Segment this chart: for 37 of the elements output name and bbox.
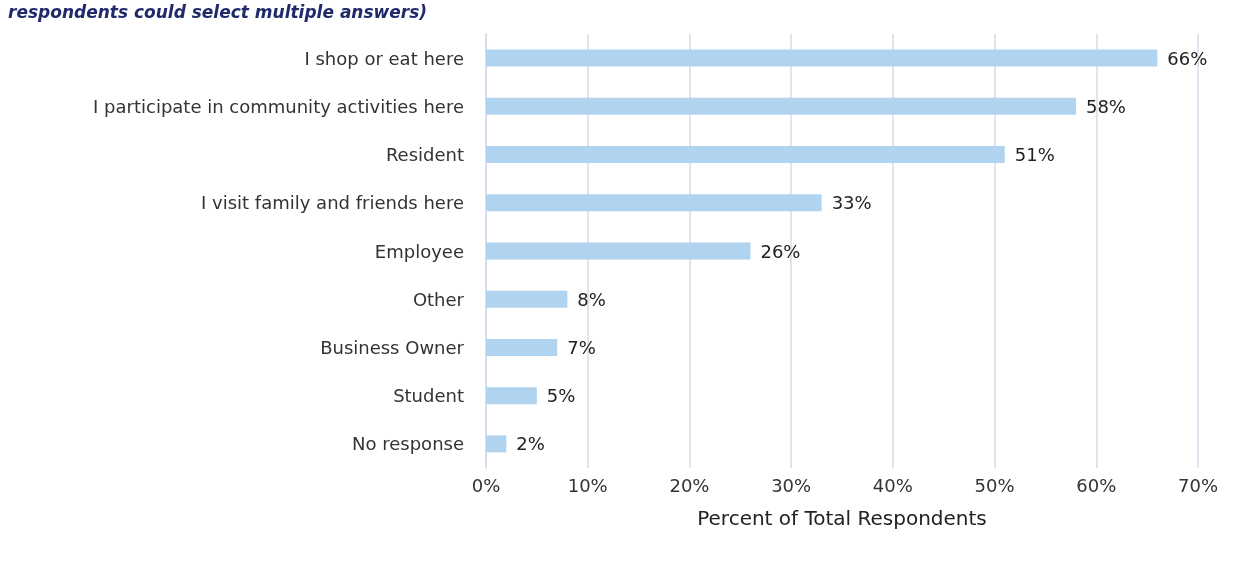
bar xyxy=(486,194,822,212)
x-tick-label: 10% xyxy=(567,474,608,496)
data-label: 5% xyxy=(546,385,576,407)
x-axis-title: Percent of Total Respondents xyxy=(697,506,987,530)
bar xyxy=(486,387,537,405)
data-label: 58% xyxy=(1085,95,1126,117)
data-label: 33% xyxy=(831,192,872,214)
x-tick-label: 30% xyxy=(771,474,812,496)
data-label: 26% xyxy=(760,240,801,262)
bar xyxy=(486,49,1158,67)
x-tick-label: 50% xyxy=(974,474,1015,496)
y-tick-label: Student xyxy=(393,385,464,407)
x-tick-label: 0% xyxy=(471,474,501,496)
bar xyxy=(486,97,1076,115)
x-tick-label: 60% xyxy=(1076,474,1117,496)
data-label: 66% xyxy=(1167,47,1208,69)
bar xyxy=(486,338,558,356)
x-tick-label: 20% xyxy=(669,474,710,496)
data-label: 7% xyxy=(567,336,596,358)
bar xyxy=(486,242,751,260)
y-tick-label: Employee xyxy=(374,240,464,262)
y-tick-label: Resident xyxy=(385,144,464,166)
data-label: 51% xyxy=(1014,144,1055,166)
y-tick-label: I visit family and friends here xyxy=(200,192,464,214)
y-tick-label: Other xyxy=(412,288,465,310)
x-tick-label: 40% xyxy=(872,474,913,496)
bar xyxy=(486,290,568,308)
bar xyxy=(486,146,1005,164)
text: respondents could select multiple answers) xyxy=(8,2,428,22)
bar xyxy=(486,435,507,453)
data-label: 8% xyxy=(577,288,606,310)
y-tick-label: No response xyxy=(352,433,464,455)
y-tick-label: I participate in community activities here xyxy=(93,95,464,117)
x-tick-label: 70% xyxy=(1177,474,1219,496)
data-label: 2% xyxy=(516,433,545,455)
y-tick-label: I shop or eat here xyxy=(304,47,464,69)
y-tick-label: Business Owner xyxy=(320,336,465,358)
